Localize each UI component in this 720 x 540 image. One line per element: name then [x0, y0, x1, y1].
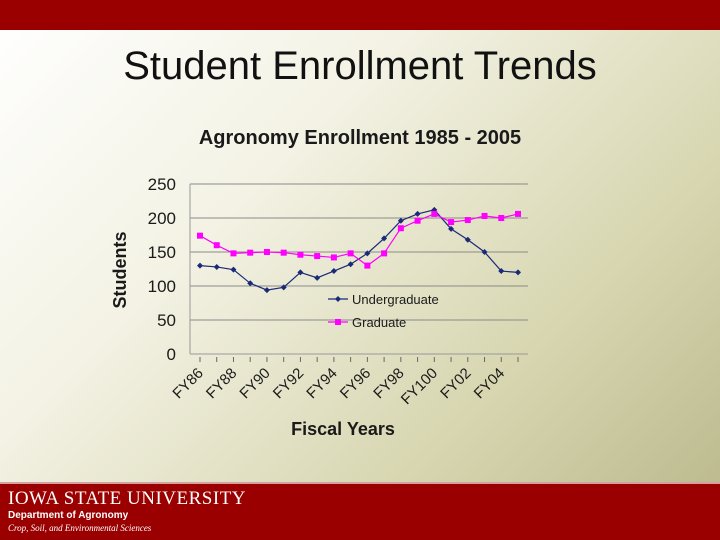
y-tick-label: 50 — [157, 311, 176, 330]
data-point-graduate — [263, 249, 270, 255]
data-point-graduate — [330, 254, 337, 261]
x-axis-label: Fiscal Years — [291, 419, 395, 439]
data-point-graduate — [197, 232, 203, 239]
data-point-graduate — [280, 249, 287, 256]
footer-bar — [0, 482, 720, 540]
chart-series — [197, 206, 521, 294]
y-tick-label: 100 — [148, 277, 176, 296]
data-point-undergraduate — [213, 263, 220, 270]
data-point-graduate — [414, 217, 421, 224]
data-point-undergraduate — [197, 262, 203, 269]
data-point-undergraduate — [364, 250, 371, 257]
data-point-graduate — [347, 250, 354, 257]
x-tick-label: FY92 — [270, 365, 307, 402]
chart-title: Agronomy Enrollment 1985 - 2005 — [199, 127, 521, 149]
y-tick-label: 150 — [148, 243, 176, 262]
data-point-undergraduate — [481, 249, 488, 255]
footer-divider — [0, 482, 720, 484]
legend-label-graduate: Graduate — [352, 315, 406, 330]
data-point-undergraduate — [397, 217, 404, 224]
data-point-graduate — [498, 215, 505, 221]
x-tick-label: FY96 — [337, 365, 374, 402]
data-point-graduate — [247, 249, 254, 256]
x-tick-label: FY86 — [169, 365, 206, 402]
data-point-undergraduate — [414, 210, 421, 217]
data-point-undergraduate — [297, 269, 304, 276]
enrollment-chart: Agronomy Enrollment 1985 - 2005 0 50 100 15… — [110, 127, 528, 439]
data-point-graduate — [397, 225, 404, 232]
data-point-undergraduate — [448, 225, 455, 232]
data-point-graduate — [515, 210, 521, 217]
data-point-graduate — [297, 251, 304, 258]
university-wordmark: IOWA STATE UNIVERSITY — [8, 488, 247, 509]
data-point-undergraduate — [230, 266, 237, 273]
data-point-graduate — [213, 242, 220, 249]
y-axis-label: Students — [110, 231, 130, 308]
legend-marker-undergraduate — [335, 296, 341, 302]
data-point-undergraduate — [498, 268, 505, 275]
data-point-undergraduate — [263, 287, 270, 294]
legend-label-undergraduate: Undergraduate — [352, 292, 439, 307]
chart-legend: Undergraduate Graduate — [328, 292, 439, 330]
slide-title: Student Enrollment Trends — [123, 44, 597, 88]
data-point-graduate — [448, 219, 455, 226]
department-subtitle: Crop, Soil, and Environmental Sciences — [8, 523, 152, 533]
x-axis-ticks: FY86FY88FY90FY92FY94FY96FY98FY100FY02FY0… — [169, 357, 519, 408]
y-tick-label: 250 — [148, 175, 176, 194]
data-point-undergraduate — [247, 280, 254, 287]
data-point-undergraduate — [280, 284, 287, 291]
y-axis-ticks: 0 50 100 150 200 250 — [148, 175, 176, 364]
data-point-graduate — [364, 262, 371, 269]
x-tick-label: FY100 — [398, 365, 441, 408]
department-name: Department of Agronomy — [8, 510, 129, 521]
data-point-graduate — [481, 212, 488, 219]
top-bar — [0, 0, 720, 30]
data-point-graduate — [381, 250, 388, 257]
x-tick-label: FY04 — [471, 365, 508, 402]
data-point-undergraduate — [314, 274, 321, 281]
data-point-undergraduate — [515, 269, 521, 276]
data-point-undergraduate — [381, 235, 388, 242]
data-point-graduate — [230, 250, 237, 257]
data-point-undergraduate — [347, 261, 354, 268]
data-point-undergraduate — [330, 268, 337, 275]
y-tick-label: 0 — [167, 345, 176, 364]
x-tick-label: FY88 — [203, 365, 240, 402]
data-point-undergraduate — [464, 236, 471, 243]
x-tick-label: FY02 — [437, 365, 474, 402]
x-tick-label: FY90 — [236, 365, 273, 402]
x-tick-label: FY94 — [303, 365, 340, 402]
data-point-graduate — [314, 253, 321, 260]
data-point-graduate — [464, 217, 471, 224]
legend-marker-graduate — [335, 319, 341, 325]
data-point-graduate — [431, 210, 438, 217]
y-tick-label: 200 — [148, 209, 176, 228]
chart-gridlines — [189, 183, 528, 355]
